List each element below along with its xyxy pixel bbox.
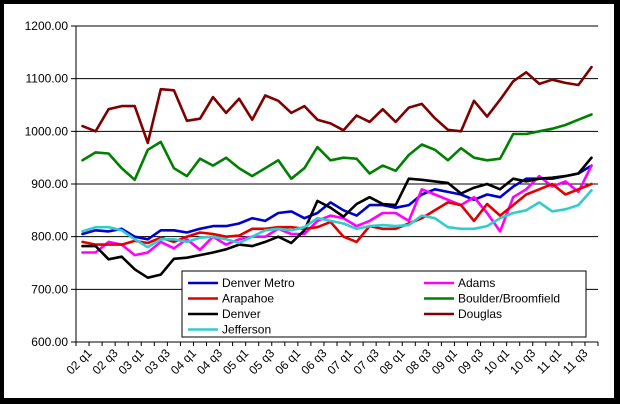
- y-tick-label: 1000.00: [25, 124, 69, 138]
- x-tick-label: 05 q3: [246, 346, 277, 377]
- legend-label: Denver: [222, 307, 261, 321]
- legend-label: Douglas: [458, 307, 502, 321]
- series-line-boulder-broomfield: [81, 113, 593, 182]
- series-line-denver-metro: [81, 164, 593, 241]
- legend-label: Denver Metro: [222, 276, 295, 290]
- x-tick-label: 09 q1: [429, 346, 460, 377]
- x-tick-label: 03 q1: [116, 346, 147, 377]
- x-tick-label: 02 q3: [90, 346, 121, 377]
- series-line-arapahoe: [81, 182, 593, 246]
- x-tick-label: 04 q1: [168, 346, 199, 377]
- y-tick-label: 900.00: [31, 177, 68, 191]
- legend: Denver Metro Adams Arapahoe Boulder/Broomfi…: [181, 270, 587, 338]
- legend-label: Boulder/Broomfield: [458, 292, 560, 306]
- y-tick-label: 800.00: [31, 230, 68, 244]
- legend-label: Adams: [458, 276, 495, 290]
- series-line-jefferson: [81, 189, 593, 249]
- series-line-denver: [81, 156, 593, 280]
- x-tick-label: 03 q3: [142, 346, 173, 377]
- x-tick-label: 11 q3: [560, 346, 591, 377]
- legend-label: Arapahoe: [222, 292, 274, 306]
- x-tick-label: 07 q3: [351, 346, 382, 377]
- x-tick-label: 06 q1: [272, 346, 303, 377]
- legend-box: [181, 270, 587, 338]
- x-tick-label: 08 q3: [403, 346, 434, 377]
- y-tick-label: 1200.00: [25, 19, 69, 33]
- x-tick-label: 11 q1: [534, 346, 565, 377]
- x-tick-label: 02 q1: [63, 346, 94, 377]
- x-tick-label: 05 q1: [220, 346, 251, 377]
- x-tick-label: 08 q1: [377, 346, 408, 377]
- y-tick-label: 700.00: [31, 282, 68, 296]
- y-tick-label: 600.00: [31, 335, 68, 349]
- x-tick-label: 04 q3: [194, 346, 225, 377]
- legend-label: Jefferson: [222, 323, 271, 337]
- series-line-douglas: [81, 65, 593, 145]
- x-tick-label: 06 q3: [298, 346, 329, 377]
- x-tick-label: 09 q3: [455, 346, 486, 377]
- x-tick-label: 10 q3: [507, 346, 538, 377]
- x-tick-label: 10 q1: [481, 346, 512, 377]
- series-lines: [81, 65, 593, 280]
- x-tick-label: 07 q1: [324, 346, 355, 377]
- y-tick-label: 1100.00: [26, 72, 69, 86]
